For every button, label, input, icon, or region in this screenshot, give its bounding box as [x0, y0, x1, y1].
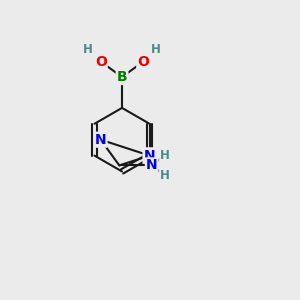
Text: N: N [95, 133, 106, 147]
Text: N: N [144, 148, 155, 163]
Text: N: N [146, 158, 158, 172]
Text: H: H [151, 44, 161, 56]
Text: O: O [95, 55, 107, 69]
Text: H: H [83, 44, 93, 56]
Text: B: B [117, 70, 127, 84]
Text: O: O [137, 55, 149, 69]
Text: H: H [160, 169, 170, 182]
Text: N: N [144, 148, 155, 163]
Text: H: H [160, 148, 170, 162]
